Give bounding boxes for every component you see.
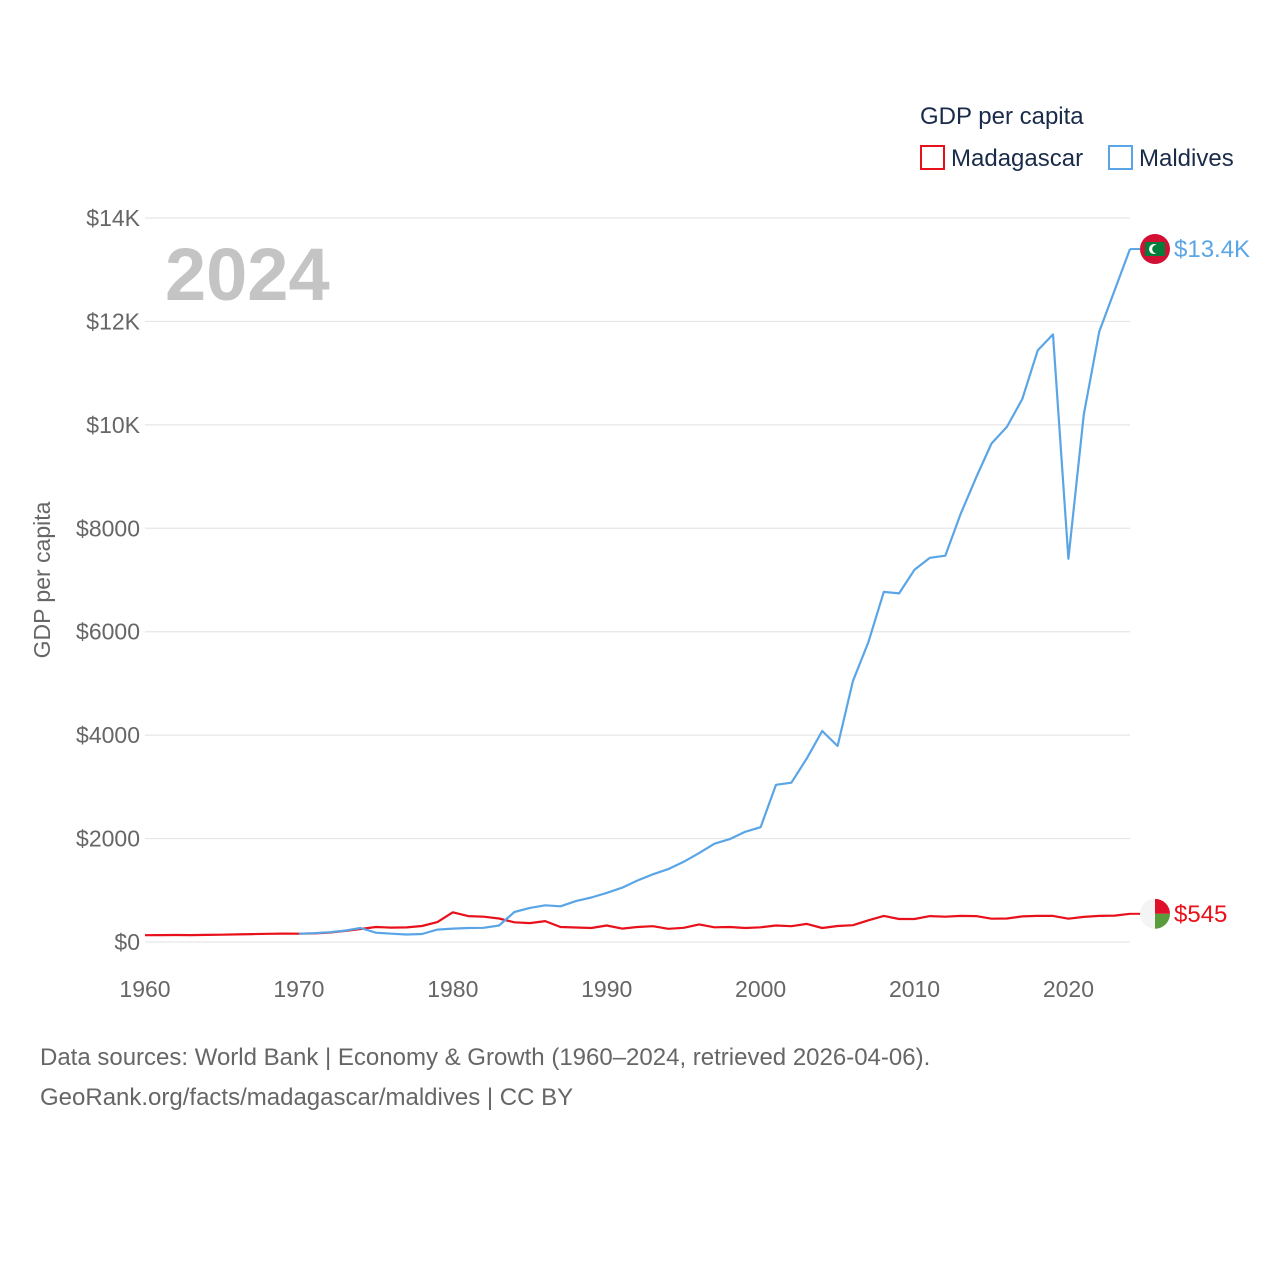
maldives-end-marker [1140, 234, 1170, 265]
x-tick-label: 1980 [427, 976, 478, 1002]
x-tick-label: 2010 [889, 976, 940, 1002]
series-line-maldives [298, 248, 1132, 936]
y-tick-label: $4000 [76, 722, 140, 748]
maldives-end-label: $13.4K [1174, 236, 1250, 263]
gridlines [145, 217, 1130, 943]
madagascar-end-marker [1140, 898, 1170, 929]
maldives-flag-crescent-cut [1152, 244, 1161, 254]
legend: GDP per capita Madagascar Maldives [920, 103, 1234, 172]
legend-swatch-maldives [1108, 145, 1133, 170]
y-tick-label: $8000 [76, 515, 140, 541]
madagascar-end-label: $545 [1174, 901, 1227, 928]
footer-attribution[interactable]: GeoRank.org/facts/madagascar/maldives | … [40, 1084, 574, 1111]
madagascar-flag-icon [1140, 898, 1170, 929]
legend-title: GDP per capita [920, 103, 1084, 130]
y-tick-label: $12K [86, 308, 140, 334]
y-tick-label: $2000 [76, 826, 140, 852]
x-tick-label: 1990 [581, 976, 632, 1002]
y-tick-label: $10K [86, 412, 140, 438]
x-tick-label: 1970 [273, 976, 324, 1002]
y-tick-label: $6000 [76, 619, 140, 645]
y-axis-title: GDP per capita [29, 501, 55, 658]
x-tick-label: 1960 [119, 976, 170, 1002]
legend-label-madagascar: Madagascar [951, 145, 1083, 172]
x-tick-label: 2000 [735, 976, 786, 1002]
x-tick-label: 2020 [1043, 976, 1094, 1002]
legend-swatch-madagascar [920, 145, 945, 170]
y-tick-label: $0 [114, 929, 140, 955]
y-axis: $0 $2000 $4000 $6000 $8000 $10K $12K $14K [76, 205, 141, 955]
footer-sources: Data sources: World Bank | Economy & Gro… [40, 1044, 931, 1071]
y-tick-label: $14K [86, 205, 140, 231]
series [144, 248, 1140, 937]
series-line-madagascar [144, 911, 1131, 937]
x-axis: 1960 1970 1980 1990 2000 2010 2020 [119, 976, 1094, 1002]
legend-item-maldives[interactable]: Maldives [1108, 145, 1234, 172]
year-label: 2024 [165, 233, 330, 316]
legend-label-maldives: Maldives [1139, 145, 1234, 172]
legend-item-madagascar[interactable]: Madagascar [920, 145, 1083, 172]
